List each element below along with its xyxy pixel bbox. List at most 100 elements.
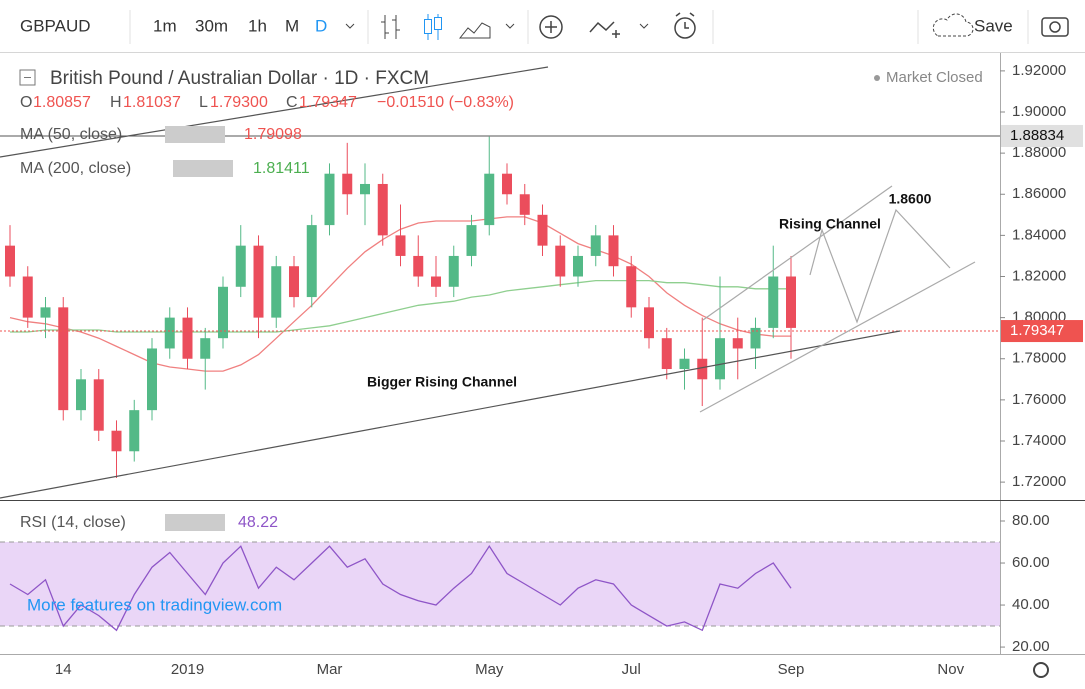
x-tick-label: Nov: [937, 661, 964, 678]
legend-title: British Pound / Australian Dollar · 1D ·…: [50, 68, 429, 89]
candle-body: [395, 235, 406, 256]
alert-icon[interactable]: [675, 12, 695, 29]
symbol[interactable]: GBPAUD: [20, 16, 91, 35]
ohlc-label: O: [20, 94, 32, 111]
candle-body: [431, 276, 441, 287]
indicators-icon[interactable]: [539, 15, 563, 39]
study-name: MA (200, close): [20, 160, 131, 177]
ohlc-label: L: [199, 94, 208, 111]
rsi-line: [9, 545, 792, 632]
candle-body: [76, 379, 86, 411]
candle-body: [484, 173, 495, 226]
x-tick-label: Mar: [317, 661, 343, 678]
y-tick-label: 1.72000: [1012, 473, 1066, 490]
collapse-icon[interactable]: [19, 69, 36, 86]
x-tick-label: Sep: [778, 661, 805, 678]
ohlc-value: 1.81037: [123, 94, 181, 111]
plot-layer: 1.92000 1.90000 1.88000 1.86000 1.84000 1.820…: [0, 62, 1083, 678]
moving-average: [10, 279, 791, 333]
trend-line: [0, 66, 549, 158]
candle-body: [502, 173, 512, 195]
interval-active[interactable]: D: [315, 16, 327, 35]
candle-body: [768, 276, 779, 328]
candles-icon[interactable]: [424, 19, 432, 34]
interval[interactable]: 30m: [195, 16, 228, 35]
rsi-band: [0, 542, 1000, 627]
study-buttons[interactable]: [165, 514, 225, 531]
bars-icon[interactable]: [381, 15, 400, 39]
annotation: Rising Channel: [779, 216, 881, 232]
candle-body: [750, 327, 761, 349]
trend-line: [0, 330, 901, 499]
candle-body: [679, 358, 690, 370]
alert-icon[interactable]: [674, 17, 696, 39]
candle-body: [786, 276, 796, 328]
ohlc-value: 1.79300: [210, 94, 268, 111]
candle-body: [271, 266, 282, 318]
save-icon[interactable]: [932, 13, 974, 37]
candle-body: [360, 183, 370, 195]
save-button[interactable]: Save: [974, 16, 1013, 35]
candle-body: [58, 307, 69, 411]
candle-body: [306, 225, 317, 298]
candle-body: [235, 245, 246, 287]
price-label-bg: [1001, 320, 1083, 343]
status-dot: [874, 75, 880, 81]
x-tick-label: May: [475, 661, 504, 678]
candle-body: [5, 245, 15, 277]
study-name: RSI (14, close): [20, 514, 126, 531]
interval[interactable]: 1h: [248, 16, 267, 35]
y-tick-label: 40.00: [1012, 596, 1050, 613]
candle-body: [22, 276, 33, 318]
dropdown-icon[interactable]: [505, 23, 515, 29]
candle-body: [555, 245, 566, 277]
candle-body: [732, 338, 743, 349]
candle-body: [324, 173, 335, 226]
projection-path: [809, 208, 951, 324]
interval[interactable]: M: [285, 16, 299, 35]
snapshot-icon[interactable]: [1049, 21, 1061, 33]
candle-body: [218, 286, 228, 339]
candle-body: [93, 379, 104, 431]
candle-body: [164, 317, 175, 349]
watermark-link[interactable]: More features on tradingview.com: [27, 595, 282, 614]
candle-body: [466, 225, 477, 256]
candle-body: [626, 266, 637, 308]
snapshot-icon[interactable]: [1041, 17, 1069, 37]
study-value: 48.22: [238, 514, 278, 531]
toolbar: GBPAUD 1m 30m 1h M D Save: [0, 0, 1085, 53]
area-icon[interactable]: [458, 22, 491, 39]
candle-body: [147, 348, 157, 411]
candle-body: [573, 255, 583, 277]
x-tick-label: 2019: [171, 661, 204, 678]
candle-body: [697, 358, 708, 380]
candle-body: [253, 245, 264, 318]
dropdown-icon[interactable]: [345, 23, 355, 29]
candles-icon[interactable]: [434, 17, 442, 30]
candle-body: [608, 235, 619, 267]
candle-body: [342, 173, 353, 195]
candle-body: [377, 183, 388, 236]
ohlc-label: H: [110, 94, 122, 111]
candle-body: [715, 338, 725, 380]
dropdown-icon[interactable]: [639, 23, 649, 29]
settings-icon[interactable]: [1033, 662, 1049, 678]
change: −0.01510 (−0.83%): [377, 94, 514, 111]
study-value: 1.79098: [244, 126, 302, 143]
x-tick-label: Jul: [622, 661, 641, 678]
indicators-icon[interactable]: [545, 21, 557, 33]
study-buttons: [165, 126, 233, 531]
channel-line: [702, 185, 893, 321]
y-tick-label: 60.00: [1012, 554, 1050, 571]
ohlc-label: C: [286, 94, 298, 111]
y-tick-label: 1.82000: [1012, 267, 1066, 284]
study-buttons[interactable]: [173, 160, 233, 177]
candle-body: [129, 410, 140, 452]
compare-icon[interactable]: [589, 21, 620, 38]
candle-body: [40, 307, 51, 318]
y-tick-label: 1.84000: [1012, 226, 1066, 243]
candle-body: [200, 338, 211, 359]
study-buttons[interactable]: [165, 126, 225, 143]
interval[interactable]: 1m: [153, 16, 177, 35]
candle-body: [182, 317, 193, 359]
